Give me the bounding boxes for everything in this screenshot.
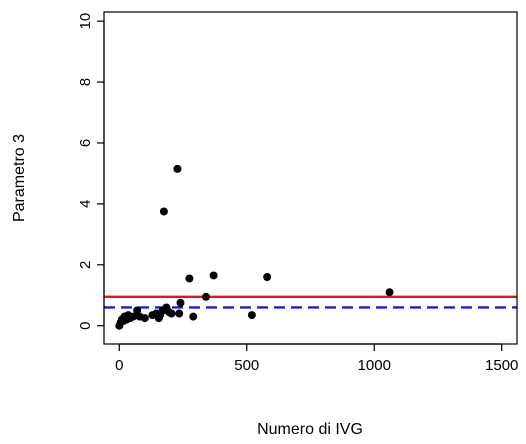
y-tick-label: 4 [77,200,94,208]
y-tick-label: 6 [77,139,94,147]
y-tick-label: 10 [77,13,94,30]
y-tick-label: 2 [77,261,94,269]
data-point [167,309,176,318]
reference-lines [104,295,517,309]
data-point [176,298,185,307]
data-point [189,312,198,321]
y-axis-title: Parametro 3 [11,134,28,222]
data-point [159,207,168,216]
data-point [129,312,138,321]
y-axis: 0 2 4 6 8 10 [77,13,105,330]
data-point [247,311,256,320]
y-tick-label: 0 [77,322,94,330]
data-point [175,309,184,318]
data-point [173,164,182,173]
data-point [385,288,394,297]
x-axis: 0 500 1000 1500 [115,343,518,374]
data-point [201,292,210,301]
data-point [209,271,218,280]
x-tick-label: 1000 [358,357,391,374]
y-tick-label: 8 [77,78,94,86]
data-point [185,274,194,283]
data-point [140,314,149,323]
plot-frame [103,11,518,345]
x-tick-label: 1500 [485,357,518,374]
data-point [263,272,272,281]
data-points [115,164,394,330]
x-tick-label: 0 [115,357,123,374]
x-axis-title: Numero di IVG [257,421,363,438]
x-tick-label: 500 [234,357,259,374]
data-point [133,306,142,315]
